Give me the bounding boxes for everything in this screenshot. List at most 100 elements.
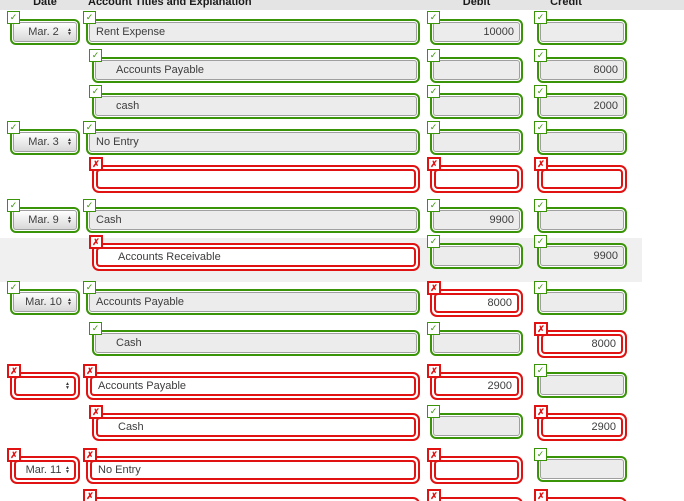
account-title-field: ✗ No Entry [83, 448, 420, 484]
account-title-text: Accounts Payable [96, 296, 185, 308]
x-badge: ✗ [534, 489, 548, 501]
check-badge: ✓ [7, 121, 20, 134]
credit-input[interactable]: 8000 [541, 334, 623, 354]
date-select-value: Mar. 3 [28, 136, 59, 148]
credit-input[interactable]: 9900 [540, 246, 624, 266]
credit-input[interactable] [540, 210, 624, 230]
check-icon: ✓ [91, 50, 100, 60]
credit-input[interactable] [540, 459, 624, 479]
date-select-value: Mar. 10 [25, 296, 62, 308]
debit-input[interactable]: 8000 [434, 293, 519, 313]
account-title-field: ✗ Accounts Payable [83, 364, 420, 400]
x-badge: ✗ [83, 364, 97, 378]
account-title-input[interactable]: Accounts Payable [95, 60, 417, 80]
check-badge: ✓ [89, 322, 102, 335]
account-title-input[interactable]: Accounts Payable [90, 376, 416, 396]
journal-row: ✗ Mar. 11 ▲ ▼ ✗ No Entry [0, 448, 642, 497]
x-icon: ✗ [86, 449, 94, 460]
account-title-field: ✓ cash [89, 85, 420, 119]
credit-input[interactable] [540, 375, 624, 395]
x-icon: ✗ [92, 406, 100, 417]
debit-field: ✓ 10000 [427, 11, 523, 45]
account-title-field: ✓ Cash [89, 322, 420, 356]
credit-input[interactable] [541, 169, 623, 189]
check-icon: ✓ [91, 323, 100, 333]
account-title-input[interactable]: Accounts Receivable [96, 247, 416, 267]
check-badge: ✓ [534, 281, 547, 294]
account-title-input[interactable] [96, 169, 416, 189]
credit-value: 8000 [591, 338, 616, 350]
credit-input[interactable]: 2000 [540, 96, 624, 116]
debit-field: ✓ [427, 49, 523, 83]
debit-input[interactable] [433, 96, 520, 116]
debit-input[interactable] [433, 333, 520, 353]
account-title-input[interactable]: cash [95, 96, 417, 116]
account-title-input[interactable]: Cash [95, 333, 417, 353]
debit-field: ✓ 9900 [427, 199, 523, 233]
check-badge: ✓ [427, 322, 440, 335]
select-arrows-icon: ▲ ▼ [65, 381, 70, 391]
credit-field: ✓ 9900 [534, 235, 627, 269]
credit-input[interactable] [540, 22, 624, 42]
debit-input[interactable] [433, 416, 520, 436]
check-icon: ✓ [9, 200, 18, 210]
debit-input[interactable] [433, 132, 520, 152]
credit-field: ✓ 8000 [534, 49, 627, 83]
select-arrows-icon: ▲ ▼ [67, 297, 72, 307]
account-title-input[interactable]: No Entry [89, 132, 417, 152]
x-icon: ✗ [537, 406, 545, 417]
date-select[interactable]: Mar. 3 ▲ ▼ [13, 132, 77, 152]
debit-field: ✓ [427, 235, 523, 269]
check-icon: ✓ [536, 449, 545, 459]
date-select[interactable]: ▲ ▼ [14, 376, 76, 396]
account-title-input[interactable]: Cash [96, 417, 416, 437]
check-badge: ✓ [427, 199, 440, 212]
debit-field: ✗ 2900 [427, 364, 523, 400]
debit-input[interactable]: 9900 [433, 210, 520, 230]
account-title-field: ✗ Accounts Receivable [89, 235, 420, 271]
date-select[interactable]: Mar. 10 ▲ ▼ [13, 292, 77, 312]
check-icon: ✓ [85, 12, 94, 22]
date-select[interactable]: Mar. 11 ▲ ▼ [14, 460, 76, 480]
debit-input[interactable] [433, 60, 520, 80]
credit-value: 9900 [593, 250, 618, 262]
journal-row: ✗ Cash ✓ ✗ [0, 405, 642, 456]
debit-field: ✓ [427, 85, 523, 119]
x-icon: ✗ [92, 158, 100, 169]
date-select[interactable]: Mar. 2 ▲ ▼ [13, 22, 77, 42]
journal-row: ✓ Cash ✓ ✗ [0, 322, 642, 372]
account-title-input[interactable]: No Entry [90, 460, 416, 480]
account-title-input[interactable]: Rent Expense [89, 22, 417, 42]
journal-row: ✓ Mar. 9 ▲ ▼ ✓ Cash [0, 199, 642, 243]
check-icon: ✓ [85, 282, 94, 292]
credit-field: ✓ 2000 [534, 85, 627, 119]
table-header: Date Account Titles and Explanation Debi… [0, 0, 684, 10]
account-title-field: ✓ Accounts Payable [83, 281, 420, 315]
credit-input[interactable] [540, 132, 624, 152]
check-badge: ✓ [83, 199, 96, 212]
x-badge: ✗ [89, 157, 103, 171]
check-icon: ✓ [85, 200, 94, 210]
credit-input[interactable] [540, 292, 624, 312]
date-select[interactable]: Mar. 9 ▲ ▼ [13, 210, 77, 230]
date-select-value: Mar. 2 [28, 26, 59, 38]
check-badge: ✓ [7, 199, 20, 212]
check-badge: ✓ [7, 11, 20, 24]
account-title-input[interactable]: Cash [89, 210, 417, 230]
debit-input[interactable] [434, 169, 519, 189]
account-title-input[interactable]: Accounts Payable [89, 292, 417, 312]
debit-input[interactable]: 2900 [434, 376, 519, 396]
debit-input[interactable] [434, 460, 519, 480]
debit-input[interactable] [433, 246, 520, 266]
x-badge: ✗ [427, 281, 441, 295]
x-badge: ✗ [427, 489, 441, 501]
credit-input[interactable]: 2900 [541, 417, 623, 437]
x-icon: ✗ [430, 282, 438, 293]
check-icon: ✓ [9, 122, 18, 132]
check-badge: ✓ [427, 49, 440, 62]
debit-field: ✗ 8000 [427, 281, 523, 317]
check-badge: ✓ [89, 85, 102, 98]
date-field: ✓ Mar. 9 ▲ ▼ [7, 199, 80, 233]
debit-input[interactable]: 10000 [433, 22, 520, 42]
credit-input[interactable]: 8000 [540, 60, 624, 80]
